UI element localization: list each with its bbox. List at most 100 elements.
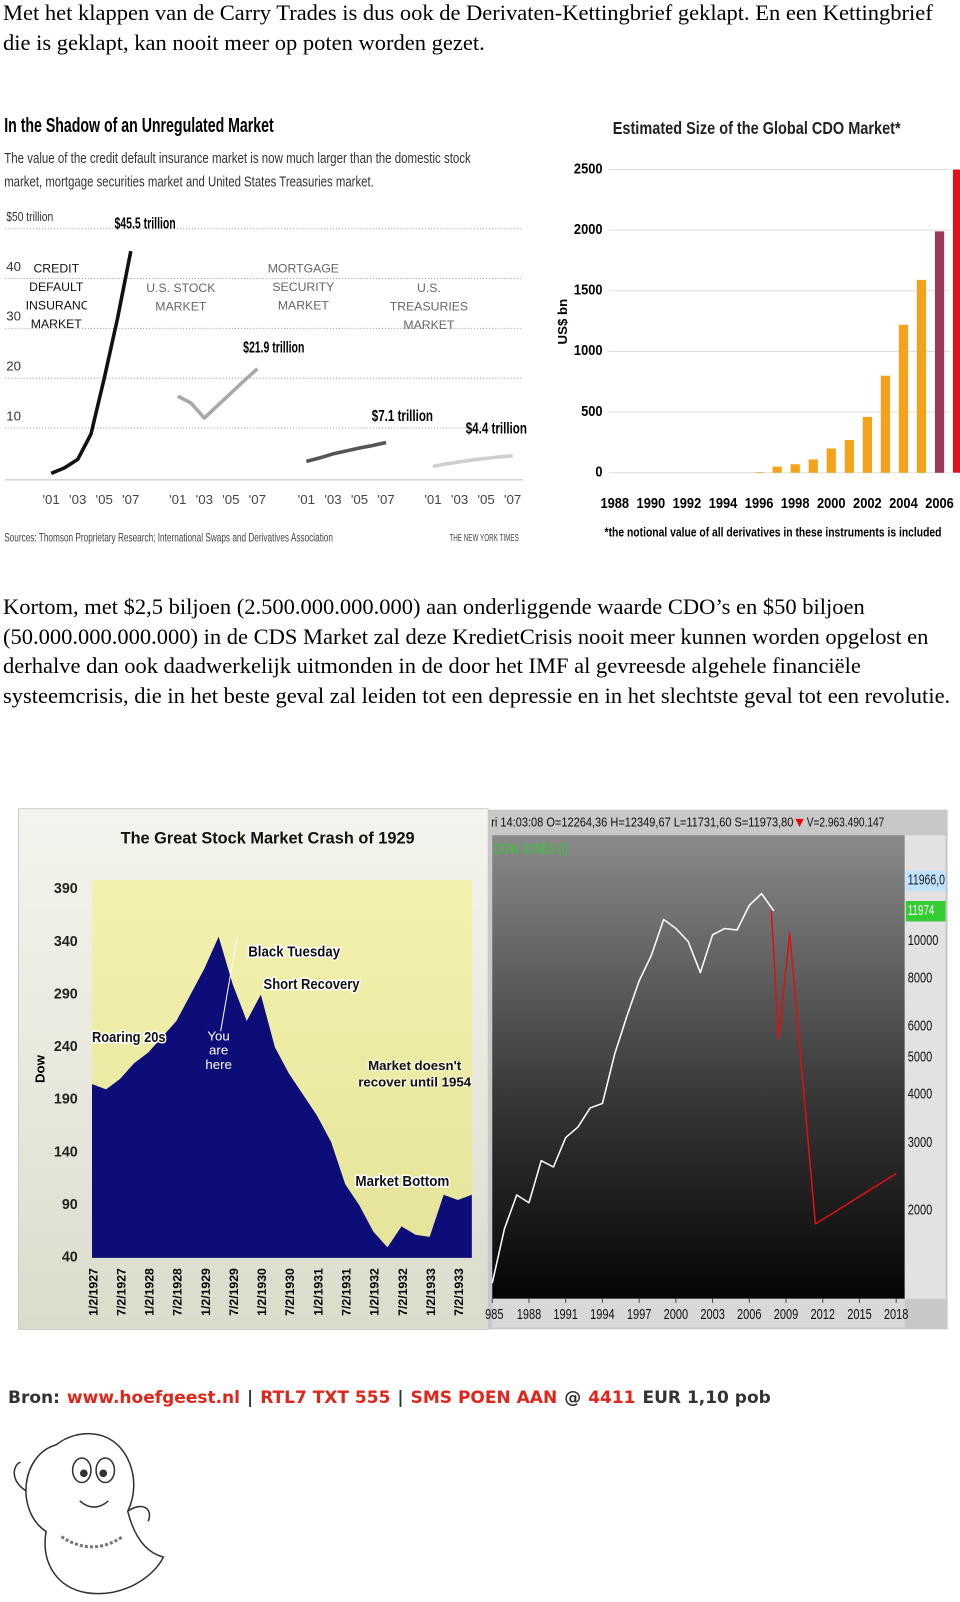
series-line	[50, 250, 133, 476]
dow-plot-area	[492, 835, 905, 1299]
bar	[880, 375, 890, 473]
x-tick-label: 2003	[700, 1307, 725, 1323]
x-tick-label: '03	[324, 492, 341, 507]
footer-segment: www.hoefgeest.nl	[66, 1388, 240, 1408]
x-tick-label: 1998	[781, 496, 810, 512]
footer-segment: @	[564, 1388, 582, 1408]
chart-title: In the Shadow of an Unregulated Market	[4, 115, 274, 137]
bar	[862, 416, 872, 473]
x-tick-label: '05	[477, 492, 494, 507]
area	[92, 936, 472, 1258]
x-tick-label: 1/2/1933	[424, 1268, 438, 1316]
x-tick-label: 2009	[774, 1307, 799, 1323]
bar	[844, 439, 854, 473]
footer-segment: EUR 1,10 pob	[642, 1388, 771, 1408]
x-tick-label: '01	[298, 492, 315, 507]
x-tick-label: 1997	[627, 1307, 652, 1323]
x-tick-label: 1/2/1932	[368, 1268, 382, 1316]
bar	[826, 448, 836, 473]
panel-label: MORTGAGE SECURITY MARKET	[267, 261, 339, 313]
x-tick-label: '01	[43, 492, 60, 507]
x-tick-label: 2018	[884, 1307, 909, 1323]
mascot	[13, 1432, 165, 1595]
x-tick-label: 7/2/1927	[114, 1268, 128, 1316]
bar	[898, 324, 909, 473]
value-label: $7.1 trillion	[372, 408, 433, 425]
y-tick-label: 3000	[908, 1135, 933, 1151]
value-label: $4.4 trillion	[466, 420, 527, 437]
price-marker-label: 11966,0	[908, 872, 945, 888]
annotation: Black Tuesday	[248, 944, 340, 960]
annotation: Market doesn't recover until 1954	[358, 1057, 472, 1090]
series-line	[176, 367, 259, 420]
bar	[754, 472, 764, 473]
bar	[790, 464, 800, 473]
y-tick-label: 240	[54, 1039, 78, 1055]
y-tick-label: $50 trillion	[6, 209, 53, 224]
price-marker	[905, 870, 946, 891]
x-tick-label: 2000	[817, 496, 846, 512]
y-tick-label: 40	[62, 1250, 78, 1266]
label-box: U.S. TREASURIES MARKET	[390, 281, 468, 332]
x-tick-label: 1/2/1930	[255, 1268, 269, 1316]
x-tick-label: 1988	[600, 496, 629, 512]
dow-x-band	[492, 1298, 905, 1328]
chart-header: V=2.963.490.147	[807, 814, 885, 829]
label-box: Market doesn't recover until 1954	[358, 1057, 472, 1090]
x-tick-label: '07	[122, 492, 139, 507]
footer-segment: SMS POEN AAN	[410, 1388, 558, 1408]
footer-segment: |	[397, 1388, 404, 1408]
credit: THE NEW YORK TIMES	[449, 533, 519, 544]
y-tick-label: 290	[54, 986, 78, 1002]
bar	[934, 231, 945, 473]
annotation: Roaring 20s	[92, 1030, 166, 1046]
chart-header: ri 14:03:08 O=12264,36 H=12349,67 L=1173…	[491, 814, 793, 829]
x-tick-label: 1/2/1929	[199, 1268, 213, 1316]
x-tick-label: 1994	[590, 1307, 615, 1323]
label-box: MORTGAGE SECURITY MARKET	[267, 261, 339, 313]
x-tick-label: 1996	[745, 496, 774, 512]
y-tick-label: 500	[581, 404, 602, 420]
value-label: $21.9 trillion	[243, 339, 304, 356]
series-line	[305, 440, 387, 464]
x-tick-label: 7/2/1933	[452, 1268, 466, 1316]
footer-segment: RTL7 TXT 555	[260, 1388, 391, 1408]
x-tick-label: 7/2/1929	[227, 1268, 241, 1316]
bar	[916, 279, 927, 473]
x-tick-label: 7/2/1928	[171, 1268, 185, 1316]
x-tick-label: '05	[96, 492, 113, 507]
chart-subtitle: market, mortgage securities market and U…	[4, 175, 374, 191]
x-tick-label: 1/2/1927	[86, 1268, 100, 1316]
x-tick-label: '03	[196, 492, 213, 507]
y-tick-label: 30	[6, 309, 21, 324]
y-tick-label: 140	[54, 1144, 78, 1160]
label-box: U.S. STOCK MARKET	[146, 280, 216, 314]
x-tick-label: 2006	[925, 496, 954, 512]
footer-segment: 4411	[588, 1388, 636, 1408]
bar	[772, 466, 782, 473]
y-tick-label: 2000	[908, 1203, 933, 1219]
source: Sources: Thomson Proprietary Research; I…	[4, 530, 333, 544]
x-tick-label: '03	[69, 492, 86, 507]
paragraph: Met het klappen van de Carry Trades is d…	[3, 0, 933, 55]
x-tick-label: 1/2/1931	[311, 1268, 325, 1316]
panel-label: U.S. STOCK MARKET	[146, 280, 216, 314]
x-tick-label: '07	[377, 492, 394, 507]
x-tick-label: 1991	[553, 1307, 578, 1323]
panel-label: CREDIT DEFAULT INSURANCE MARKET	[25, 261, 87, 331]
y-tick-label: 90	[62, 1197, 78, 1213]
x-tick-label: '01	[169, 492, 186, 507]
x-tick-label: '05	[222, 492, 239, 507]
y-axis-label: US$ bn	[555, 299, 570, 345]
x-tick-label: 1990	[637, 496, 666, 512]
x-tick-label: 2004	[889, 496, 918, 512]
x-tick-label: '03	[451, 492, 468, 507]
y-tick-label: 1000	[574, 343, 603, 359]
y-tick-label: 0	[595, 465, 602, 481]
annotation: Short Recovery	[264, 977, 360, 993]
series-line	[770, 910, 897, 1225]
footer-segment: Bron:	[8, 1388, 60, 1408]
annotation: You are here	[205, 1029, 232, 1073]
y-tick-label: 20	[6, 358, 21, 373]
